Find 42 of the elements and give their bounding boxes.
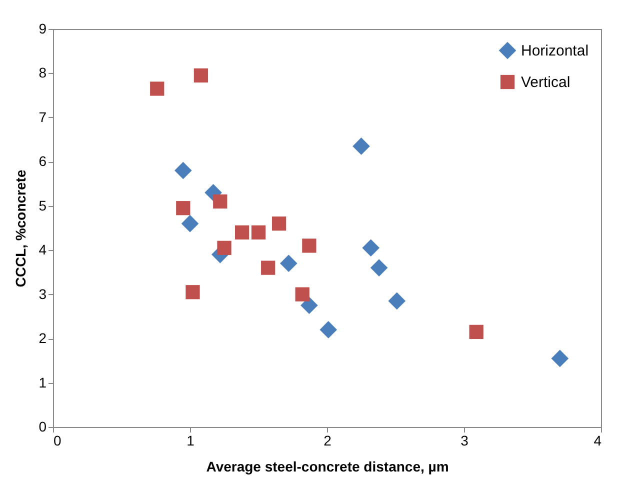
point	[217, 240, 232, 255]
point	[150, 82, 164, 96]
point	[174, 162, 192, 180]
point	[352, 138, 370, 155]
y-tick-label: 9	[38, 20, 47, 36]
point	[176, 201, 190, 216]
legend-label: Vertical	[521, 74, 570, 91]
y-tick-label: 2	[38, 330, 47, 346]
y-tick-label: 6	[38, 153, 47, 170]
y-tick-label: 5	[38, 197, 47, 214]
point	[551, 350, 569, 368]
point	[370, 259, 388, 276]
point	[194, 68, 208, 83]
point	[300, 296, 318, 314]
y-tick-label: 3	[38, 286, 47, 302]
legend-label: Horizontal	[521, 42, 589, 60]
x-tick-label: 3	[460, 432, 469, 448]
x-axis-title: Average steel-concrete distance, µm	[206, 458, 449, 474]
point	[280, 254, 298, 272]
point	[272, 216, 286, 231]
x-tick-label: 4	[594, 432, 602, 448]
point	[302, 238, 316, 253]
point	[261, 260, 276, 275]
point	[181, 214, 199, 232]
point	[213, 194, 228, 209]
point	[320, 321, 338, 338]
x-tick-label: 2	[324, 432, 332, 448]
y-tick-label: 7	[38, 108, 47, 125]
point	[186, 285, 200, 300]
y-tick-label: 8	[38, 64, 47, 81]
point	[469, 324, 484, 339]
point	[234, 225, 250, 240]
y-tick-label: 0	[38, 418, 47, 434]
y-axis-title: CCCL, %concrete	[12, 170, 29, 288]
point	[388, 292, 406, 310]
x-tick-label: 1	[186, 432, 195, 448]
point	[362, 239, 380, 257]
point	[295, 287, 310, 302]
y-tick-label: 4	[38, 242, 47, 258]
y-tick-label: 1	[38, 374, 47, 390]
x-tick-label: 0	[54, 432, 62, 448]
point	[251, 225, 266, 240]
